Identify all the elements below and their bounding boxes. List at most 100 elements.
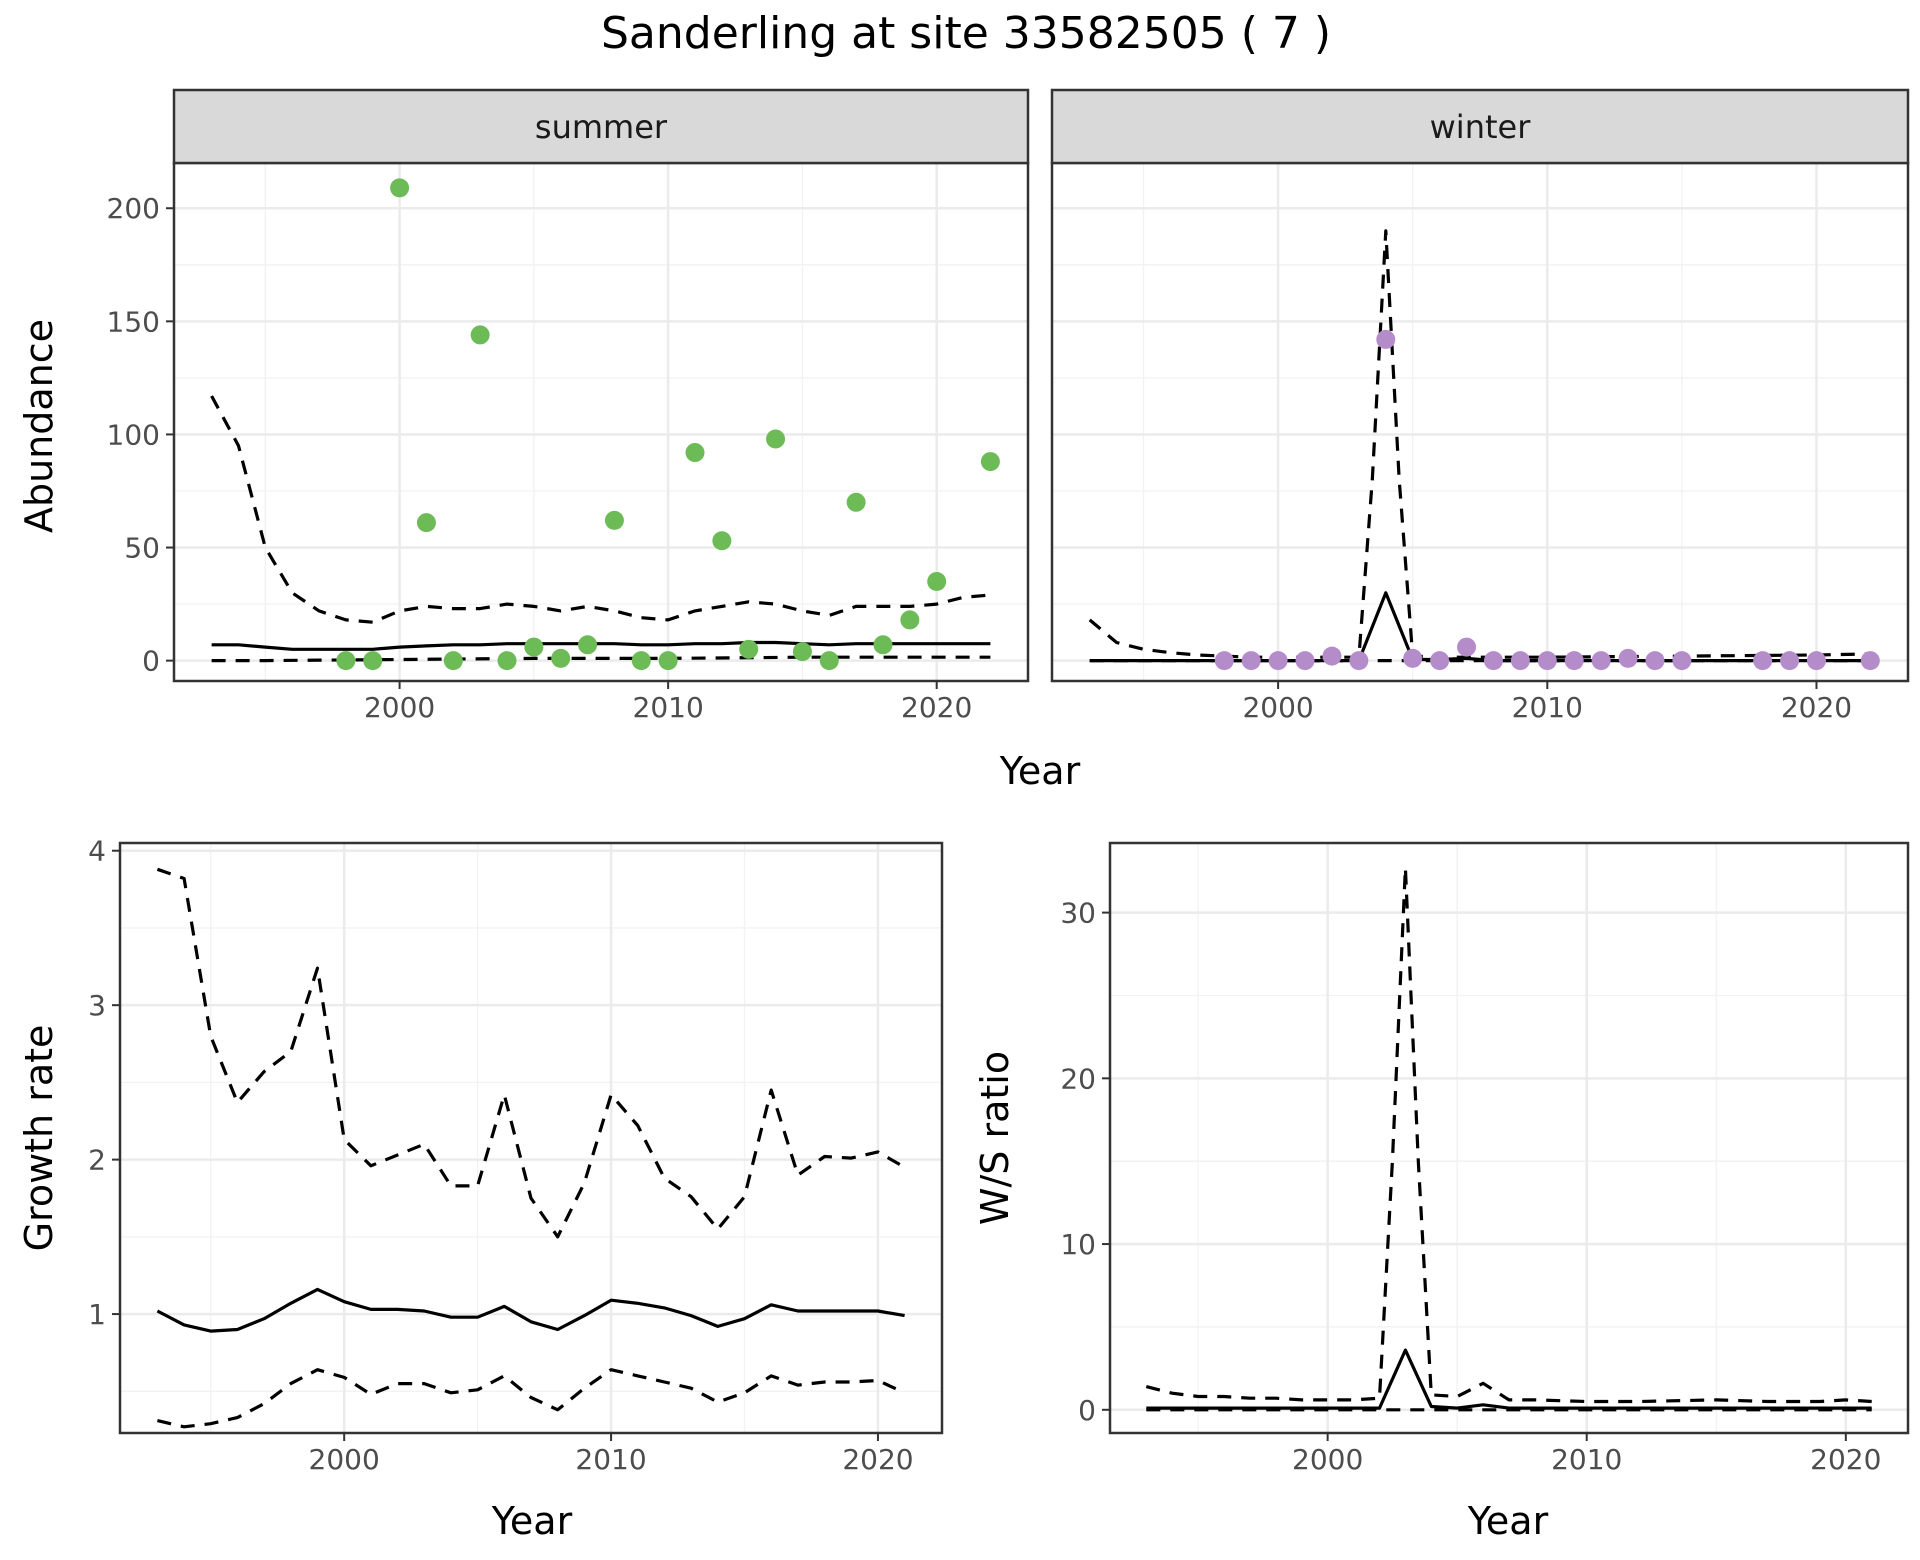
abundance-summer-point — [631, 651, 651, 671]
abundance-winter-point — [1322, 646, 1342, 666]
abundance-summer-strip-label: summer — [535, 108, 668, 146]
growth-x-tick-label: 2000 — [309, 1443, 380, 1476]
abundance-winter-point — [1618, 648, 1638, 668]
ratio-estimate-line — [1146, 1348, 1872, 1410]
abundance-winter-point — [1645, 651, 1665, 671]
abundance-summer-x-tick-label: 2010 — [633, 691, 704, 724]
abundance-summer-point — [443, 651, 463, 671]
ratio-y-tick-label: 20 — [1060, 1062, 1096, 1095]
abundance-summer-point — [497, 651, 517, 671]
abundance-summer-point — [792, 642, 812, 662]
abundance-summer-point — [900, 610, 920, 630]
abundance-summer-strip — [172, 88, 1030, 165]
abundance-summer-point — [416, 513, 436, 533]
abundance-winter-point — [1295, 651, 1315, 671]
growth-y-tick-label: 3 — [88, 989, 106, 1022]
abundance-summer-point — [766, 429, 786, 449]
abundance-summer-point — [604, 510, 624, 530]
abundance-winter-x-tick-label: 2010 — [1512, 691, 1583, 724]
abundance-summer-point — [980, 452, 1000, 472]
abundance-winter-point — [1268, 651, 1288, 671]
abundance-winter-point — [1349, 651, 1369, 671]
abundance-summer-point — [363, 651, 383, 671]
abundance-summer-point — [927, 571, 947, 591]
ratio-y-tick-label: 0 — [1078, 1394, 1096, 1427]
abundance-summer-x-tick-label: 2020 — [901, 691, 972, 724]
abundance-winter-point — [1403, 648, 1423, 668]
abundance-summer-point — [336, 651, 356, 671]
abundance-winter-border — [1050, 161, 1910, 683]
abundance-winter-point — [1564, 651, 1584, 671]
abundance-winter-point — [1241, 651, 1261, 671]
ratio-upper-line — [1145, 866, 1872, 1404]
abundance-winter-estimate-line — [1089, 591, 1871, 663]
abundance-winter-point — [1376, 329, 1396, 349]
growth-estimate-line — [156, 1287, 905, 1333]
abundance-summer-point — [712, 531, 732, 551]
growth-x-tick-label: 2010 — [575, 1443, 646, 1476]
growth-y-tick-label: 1 — [88, 1298, 106, 1331]
growth-rate-panel: 2000 2010 2020 1 2 3 4 — [88, 835, 944, 1476]
abundance-summer-point — [685, 443, 705, 463]
growth-lower-line — [157, 1368, 906, 1429]
figure-title: Sanderling at site 33582505 ( 7 ) — [601, 8, 1331, 59]
abundance-winter-point — [1510, 651, 1530, 671]
ws-ratio-panel: 2000 2010 2020 0 10 20 30 — [1060, 841, 1910, 1476]
abundance-winter-point — [1214, 651, 1234, 671]
abundance-summer-point — [846, 492, 866, 512]
abundance-summer-point — [873, 635, 893, 655]
ratio-x-axis-title: Year — [1467, 1499, 1549, 1543]
ratio-x-tick-label: 2010 — [1551, 1443, 1622, 1476]
abundance-summer-point — [658, 651, 678, 671]
abundance-y-axis-title: Abundance — [17, 319, 61, 533]
abundance-winter-point — [1457, 637, 1477, 657]
abundance-summer-point — [524, 637, 544, 657]
abundance-summer-estimate-line — [211, 640, 991, 651]
ratio-x-tick-label: 2000 — [1292, 1443, 1363, 1476]
ratio-border — [1108, 841, 1910, 1435]
abundance-summer-y-tick-label: 150 — [107, 305, 160, 338]
abundance-winter-point — [1860, 651, 1880, 671]
abundance-winter-point — [1806, 651, 1826, 671]
abundance-winter-point — [1483, 651, 1503, 671]
abundance-summer-border — [172, 161, 1030, 683]
growth-upper-line — [156, 867, 906, 1239]
abundance-summer-point — [551, 648, 571, 668]
ratio-x-tick-label: 2020 — [1810, 1443, 1881, 1476]
abundance-summer-panel: 2000 2010 2020 0 50 100 150 200 summer — [107, 88, 1030, 724]
ratio-y-tick-label: 30 — [1060, 897, 1096, 930]
abundance-winter-point — [1780, 651, 1800, 671]
ratio-y-tick-label: 10 — [1060, 1228, 1096, 1261]
abundance-summer-x-tick-label: 2000 — [364, 691, 435, 724]
growth-x-tick-label: 2020 — [842, 1443, 913, 1476]
abundance-winter-x-tick-label: 2020 — [1781, 691, 1852, 724]
abundance-summer-point — [819, 651, 839, 671]
abundance-x-axis-title: Year — [999, 749, 1081, 793]
abundance-winter-upper-line — [1088, 229, 1871, 659]
abundance-winter-point — [1537, 651, 1557, 671]
growth-y-tick-label: 4 — [88, 835, 106, 868]
abundance-summer-y-tick-label: 0 — [142, 645, 160, 678]
ratio-y-axis-title: W/S ratio — [973, 1051, 1017, 1225]
growth-x-axis-title: Year — [491, 1499, 573, 1543]
abundance-winter-strip-label: winter — [1430, 108, 1532, 146]
abundance-winter-point — [1591, 651, 1611, 671]
abundance-winter-point — [1672, 651, 1692, 671]
growth-border — [118, 841, 944, 1435]
growth-y-tick-label: 2 — [88, 1144, 106, 1177]
abundance-summer-point — [739, 639, 759, 659]
abundance-summer-point — [578, 635, 598, 655]
abundance-winter-point — [1430, 651, 1450, 671]
abundance-summer-lower-line — [211, 655, 991, 663]
abundance-winter-strip — [1050, 88, 1910, 165]
abundance-summer-y-tick-label: 100 — [107, 418, 160, 451]
growth-y-axis-title: Growth rate — [17, 1025, 61, 1252]
abundance-summer-y-tick-label: 200 — [107, 192, 160, 225]
abundance-winter-panel: 2000 2010 2020 winter — [1050, 88, 1910, 724]
abundance-summer-y-tick-label: 50 — [124, 532, 160, 565]
abundance-summer-point — [470, 325, 490, 345]
abundance-summer-upper-line — [210, 395, 991, 624]
abundance-winter-x-tick-label: 2000 — [1242, 691, 1313, 724]
abundance-summer-point — [390, 178, 410, 198]
